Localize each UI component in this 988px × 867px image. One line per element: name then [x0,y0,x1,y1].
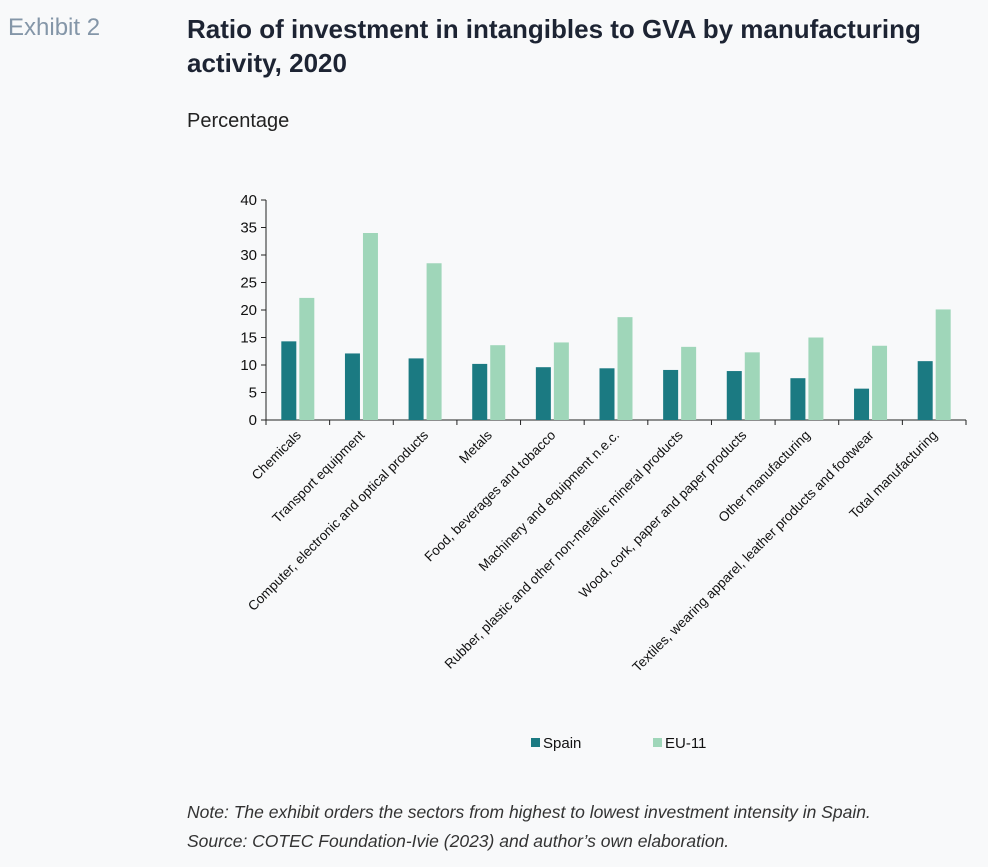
chart-title: Ratio of investment in intangibles to GV… [187,14,921,78]
bar-spain [281,341,297,420]
x-category-label: Food, beverages and tobacco [422,428,559,565]
bar-spain [408,358,424,420]
bar-eu-11 [808,337,824,420]
bar-spain [663,369,679,420]
x-category-label: Rubber, plastic and other non-metallic m… [442,427,686,671]
y-tick-label: 10 [240,357,257,374]
bar-eu-11 [299,297,315,420]
y-tick-label: 30 [240,247,257,264]
legend-label: Spain [543,735,581,752]
note-text: Note: The exhibit orders the sectors fro… [187,802,871,822]
bar-spain [917,361,933,420]
bar-spain [599,368,615,420]
y-tick-label: 20 [240,302,257,319]
exhibit-label: Exhibit 2 [8,14,101,41]
x-category-label: Metals [456,427,495,466]
x-category-label: Chemicals [249,427,304,482]
bar-spain [535,367,551,420]
bar-spain [344,353,360,420]
bar-eu-11 [553,342,569,420]
y-tick-label: 25 [240,275,257,292]
bar-eu-11 [935,309,951,420]
y-tick-label: 15 [240,330,257,347]
source-text: Source: COTEC Foundation-Ivie (2023) and… [187,831,730,851]
chart-notes: Note: The exhibit orders the sectors fro… [187,798,871,856]
chart-subtitle: Percentage [187,110,290,132]
bar-eu-11 [744,352,760,420]
bar-eu-11 [681,346,697,420]
legend-swatch [531,738,540,747]
x-category-label: Machinery and equipment n.e.c. [476,428,622,574]
y-tick-label: 0 [249,412,257,429]
bar-eu-11 [362,233,378,420]
x-category-label: Textiles, wearing apparel, leather produ… [629,427,877,675]
bar-eu-11 [617,317,633,420]
bar-spain [790,378,806,420]
y-tick-label: 5 [249,385,257,402]
y-tick-label: 35 [240,220,257,237]
bar-spain [726,371,742,420]
bar-spain [472,363,488,420]
bar-eu-11 [872,345,888,420]
legend-swatch [653,738,662,747]
bar-eu-11 [490,345,506,420]
bar-eu-11 [426,263,442,420]
y-tick-label: 40 [240,192,257,209]
legend-label: EU-11 [665,735,706,752]
bar-spain [854,388,870,420]
